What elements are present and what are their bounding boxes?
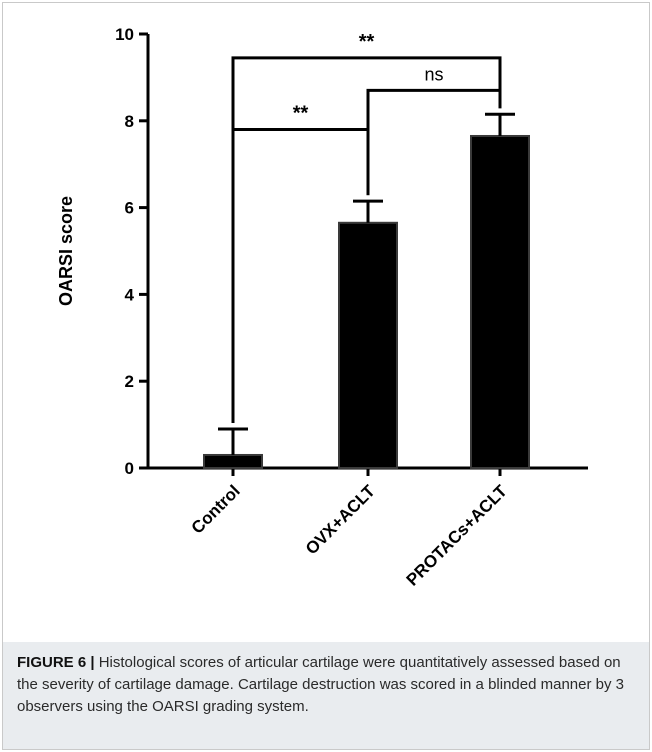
y-axis: 0 2 4 6 8 10: [115, 25, 150, 478]
x-axis: Control OVX+ACLT PROTACs+ACLT: [148, 466, 588, 590]
bar-chart: 0 2 4 6 8 10 Control OVX+ACLT PROTACs+ACLT ** ns…: [56, 25, 588, 590]
y-tick-label: 0: [125, 459, 134, 478]
x-tick-label: PROTACs+ACLT: [403, 481, 512, 590]
y-tick-label: 4: [125, 285, 135, 304]
y-tick-label: 8: [125, 112, 134, 131]
bar: [470, 134, 530, 470]
significance-brackets: ** ns **: [231, 31, 502, 423]
y-tick-label: 2: [125, 372, 134, 391]
significance-label: **: [293, 102, 309, 124]
x-tick-label: OVX+ACLT: [302, 481, 379, 558]
significance-label: **: [359, 31, 375, 53]
bar: [338, 221, 398, 469]
bars: [203, 112, 530, 470]
y-tick-label: 10: [115, 25, 134, 44]
significance-bracket: [231, 127, 370, 423]
figure-caption: FIGURE 6 | Histological scores of articu…: [2, 642, 650, 750]
bar: [203, 453, 263, 470]
x-tick-label: Control: [188, 481, 244, 537]
significance-label: ns: [424, 64, 443, 84]
caption-text: Histological scores of articular cartila…: [17, 654, 624, 715]
y-tick-label: 6: [125, 199, 134, 218]
y-axis-title: OARSI score: [56, 196, 76, 306]
caption-label: FIGURE 6 |: [17, 654, 95, 671]
